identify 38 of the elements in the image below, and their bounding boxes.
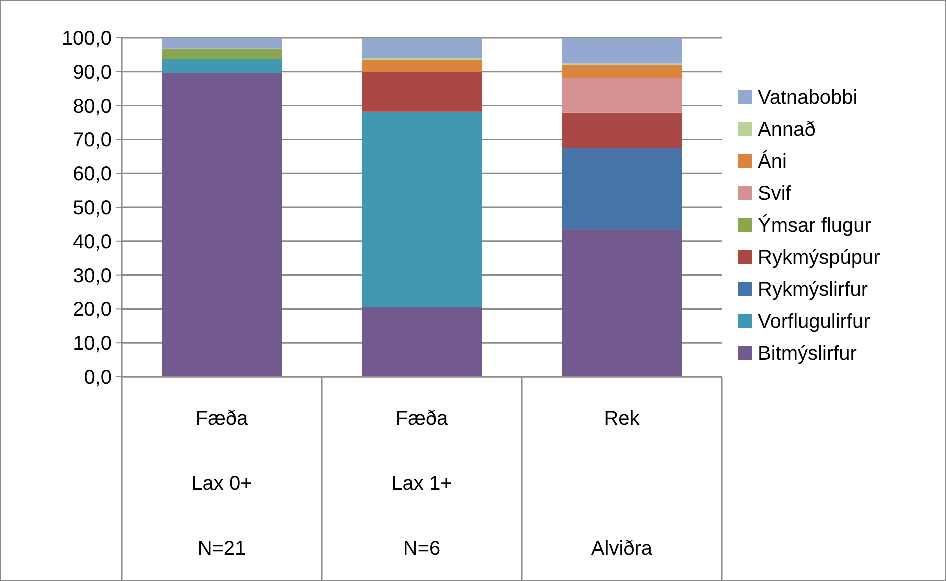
- legend-label: Rykmýspúpur: [758, 247, 881, 269]
- bar: [562, 230, 682, 377]
- y-tick-label: 90,0: [73, 62, 112, 84]
- bar: [562, 112, 682, 149]
- y-tick-label: 50,0: [73, 198, 112, 220]
- bar: [362, 60, 482, 72]
- category-label: Fæða Lax 1+ N=6: [392, 408, 452, 560]
- bar: [162, 73, 282, 377]
- legend-label: Annað: [758, 119, 816, 141]
- bar: [362, 308, 482, 377]
- category-label: Rek Alviðra: [591, 408, 653, 560]
- y-tick-label: 10,0: [73, 333, 112, 356]
- bar: [562, 78, 682, 113]
- y-tick-label: 30,0: [73, 265, 112, 288]
- bar: [362, 72, 482, 112]
- bar: [162, 59, 282, 74]
- legend-label: Bitmýslirfur: [758, 343, 858, 365]
- legend-label: Vorflugulirfur: [758, 311, 871, 333]
- legend-label: Áni: [758, 150, 787, 173]
- category-label: Fæða Lax 0+ N=21: [192, 408, 252, 560]
- bar: [162, 48, 282, 60]
- y-tick-label: 100,0: [62, 28, 112, 50]
- y-tick-label: 60,0: [73, 164, 112, 186]
- bar: [362, 112, 482, 308]
- bar: [562, 148, 682, 230]
- bar: [562, 38, 682, 64]
- y-tick-label: 40,0: [73, 231, 112, 254]
- bar: [162, 38, 282, 49]
- y-tick-label: 70,0: [73, 130, 112, 152]
- bar: [562, 65, 682, 78]
- legend-label: Svif: [758, 183, 792, 205]
- legend-label: Rykmýslirfur: [758, 279, 868, 301]
- bar: [362, 38, 482, 58]
- legend-label: Ýmsar flugur: [758, 214, 872, 237]
- legend-label: Vatnabobbi: [758, 87, 858, 109]
- y-tick-label: 80,0: [73, 96, 112, 118]
- y-tick-label: 20,0: [73, 299, 112, 322]
- y-tick-label: 0,0: [84, 367, 112, 389]
